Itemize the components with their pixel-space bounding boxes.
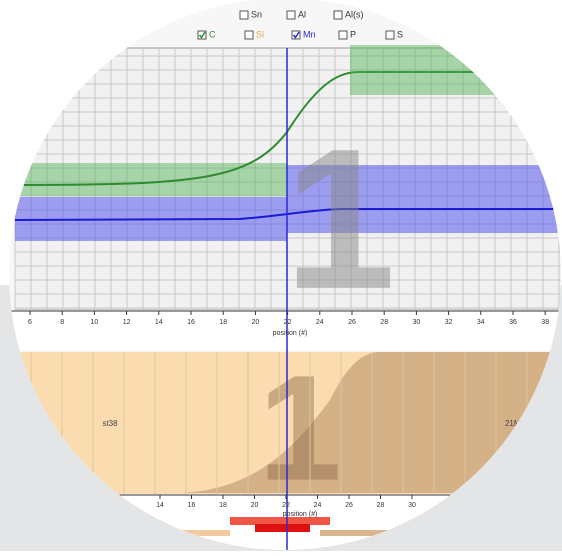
x-tick-label: 26 [348, 319, 356, 326]
x-tick-label: 36 [509, 319, 517, 326]
x-tick-label: 22 [282, 502, 290, 509]
axis-label: position (#) [283, 511, 318, 518]
watermark: 1 [284, 108, 395, 331]
x-tick-label: 18 [219, 502, 227, 509]
x-tick-label: 30 [413, 319, 421, 326]
checkbox[interactable] [244, 30, 254, 40]
legend-label: S [397, 29, 403, 39]
x-tick-label: 10 [91, 319, 99, 326]
x-tick-label: 14 [155, 319, 163, 326]
check-mark [198, 31, 206, 39]
x-tick-label: 26 [345, 502, 353, 509]
x-tick-label: 28 [380, 319, 388, 326]
x-tick-label: 6 [28, 319, 32, 326]
legend-label: Al [298, 9, 306, 19]
checkbox[interactable] [338, 30, 348, 40]
legend-label: Sn [251, 9, 262, 19]
x-tick-label: 18 [219, 319, 227, 326]
x-tick-label: 16 [188, 502, 196, 509]
legend-label: C [209, 29, 216, 39]
x-tick-label: 12 [123, 319, 131, 326]
x-tick-label: 32 [445, 319, 453, 326]
check-mark [292, 31, 300, 39]
checkbox[interactable] [239, 10, 249, 20]
legend-label: P [350, 29, 356, 39]
x-tick-label: 24 [314, 502, 322, 509]
legend-label: Si [256, 29, 264, 39]
x-tick-label: 34 [477, 319, 485, 326]
axis-label: position (#) [273, 330, 308, 337]
region-label: 21Mn [505, 419, 525, 428]
checkbox[interactable] [197, 30, 207, 40]
x-tick-label: 24 [316, 319, 324, 326]
x-tick-label: 30 [408, 502, 416, 509]
x-tick-label: 16 [187, 319, 195, 326]
x-tick-label: 22 [284, 319, 292, 326]
checkbox[interactable] [286, 10, 296, 20]
x-tick-label: 20 [251, 502, 259, 509]
legend-label: Mn [303, 29, 316, 39]
x-tick-label: 20 [252, 319, 260, 326]
watermark: 1 [258, 344, 341, 512]
legend-label: Al(s) [345, 9, 364, 19]
region-label: st38 [102, 419, 118, 428]
x-tick-label: 28 [377, 502, 385, 509]
checkbox[interactable] [385, 30, 395, 40]
x-tick-label: 14 [156, 502, 164, 509]
x-tick-label: 38 [541, 319, 549, 326]
x-tick-label: 8 [60, 319, 64, 326]
checkbox[interactable] [291, 30, 301, 40]
checkbox[interactable] [333, 10, 343, 20]
